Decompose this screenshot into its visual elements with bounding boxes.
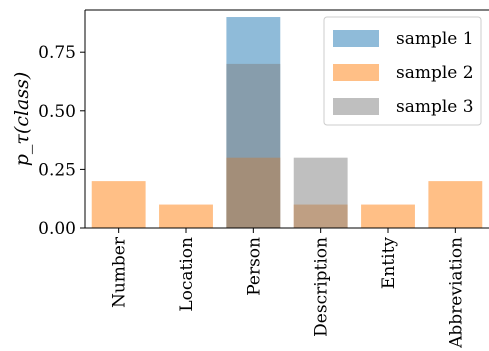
bars-layer: [91, 17, 483, 229]
bar-sample-3-description: [293, 157, 348, 228]
x-tick-label: Location: [177, 237, 197, 312]
legend-swatch-sample-1: [333, 30, 379, 47]
x-tick-label: Number: [110, 236, 130, 308]
legend-swatch-sample-3: [333, 98, 379, 115]
x-tick-label: Description: [312, 237, 332, 337]
bar-sample-2-entity: [361, 204, 415, 228]
legend: sample 1 sample 2 sample 3: [323, 16, 482, 126]
x-tick-label: Entity: [379, 237, 399, 289]
legend-label-sample-3: sample 3: [396, 97, 474, 117]
legend-label-sample-1: sample 1: [396, 29, 474, 49]
bar-sample-2-location: [159, 204, 213, 228]
bar-sample-2-abbreviation: [428, 181, 483, 228]
y-tick-label: 0.75: [38, 43, 76, 63]
y-tick-label: 0.50: [38, 102, 76, 122]
y-axis-label: p_τ(class): [11, 72, 33, 167]
x-tick-label: Person: [244, 237, 264, 296]
legend-label-sample-2: sample 2: [396, 63, 474, 83]
x-tick-label: Abbreviation: [446, 237, 466, 349]
y-tick-label: 0.25: [38, 160, 76, 180]
legend-swatch-sample-2: [333, 64, 379, 81]
axes-layer: 0.00 0.25 0.50 0.75 Number Location Person Desc…: [38, 9, 489, 349]
y-tick-label: 0.00: [38, 219, 76, 239]
bar-sample-3-person: [226, 63, 281, 228]
bar-sample-2-number: [91, 181, 146, 228]
